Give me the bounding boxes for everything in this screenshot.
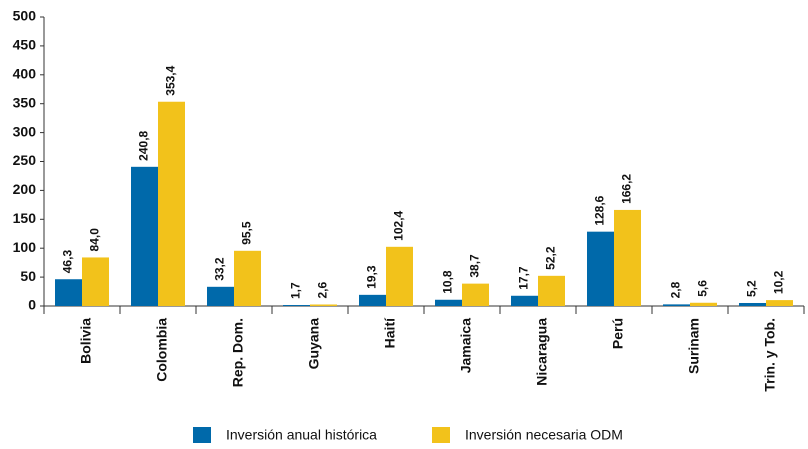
value-label: 84,0 (88, 228, 102, 252)
bar (614, 209, 641, 306)
y-tick-label: 400 (13, 66, 37, 82)
bar (158, 101, 185, 306)
x-tick-label: Colombia (154, 318, 170, 382)
value-label: 2,6 (316, 281, 330, 298)
x-tick-label: Trin. y Tob. (762, 318, 778, 392)
y-tick-label: 250 (13, 152, 37, 168)
bar (234, 250, 261, 306)
x-tick-label: Rep. Dom. (230, 318, 246, 387)
value-label: 33,2 (213, 257, 227, 281)
x-tick-label: Nicaragua (534, 318, 550, 386)
bar (359, 294, 386, 306)
bar (435, 299, 462, 306)
bar (283, 305, 310, 306)
legend-swatch (432, 427, 450, 443)
value-label: 128,6 (593, 195, 607, 225)
y-tick-label: 350 (13, 94, 37, 110)
value-label: 46,3 (61, 250, 75, 274)
value-label: 5,6 (696, 280, 710, 297)
y-tick-label: 0 (28, 297, 36, 313)
bar (386, 246, 413, 306)
y-tick-label: 500 (13, 8, 37, 24)
x-tick-label: Haití (382, 317, 398, 348)
y-tick-label: 450 (13, 37, 37, 53)
legend-label: Inversión necesaria ODM (465, 427, 623, 443)
y-tick-label: 200 (13, 181, 37, 197)
value-label: 2,8 (669, 281, 683, 298)
y-tick-label: 100 (13, 239, 37, 255)
bar (55, 279, 82, 306)
value-label: 5,2 (745, 280, 759, 297)
x-tick-label: Bolivia (78, 318, 94, 364)
y-tick-label: 300 (13, 123, 37, 139)
x-tick-label: Surinam (686, 318, 702, 374)
x-tick-label: Jamaica (458, 318, 474, 373)
value-label: 19,3 (365, 265, 379, 289)
bar (690, 302, 717, 306)
value-label: 166,2 (620, 174, 634, 204)
value-label: 52,2 (544, 246, 558, 270)
legend-label: Inversión anual histórica (226, 427, 377, 443)
y-tick-label: 150 (13, 210, 37, 226)
bar (462, 283, 489, 306)
value-label: 17,7 (517, 266, 531, 290)
bar (538, 275, 565, 306)
bar (310, 304, 337, 306)
y-tick-label: 50 (20, 268, 36, 284)
x-tick-label: Guyana (306, 318, 322, 370)
value-label: 102,4 (392, 210, 406, 240)
value-label: 353,4 (164, 65, 178, 95)
bar (739, 302, 766, 306)
value-label: 95,5 (240, 221, 254, 245)
legend-swatch (193, 427, 211, 443)
x-tick-label: Perú (610, 318, 626, 349)
value-label: 38,7 (468, 254, 482, 278)
value-label: 240,8 (137, 130, 151, 160)
value-label: 10,8 (441, 270, 455, 294)
bar (207, 286, 234, 306)
bar (511, 295, 538, 306)
value-label: 1,7 (289, 282, 303, 299)
bar (82, 257, 109, 306)
bar (587, 231, 614, 306)
bar (131, 166, 158, 306)
bar (766, 300, 793, 306)
bar (663, 304, 690, 306)
value-label: 10,2 (772, 270, 786, 294)
